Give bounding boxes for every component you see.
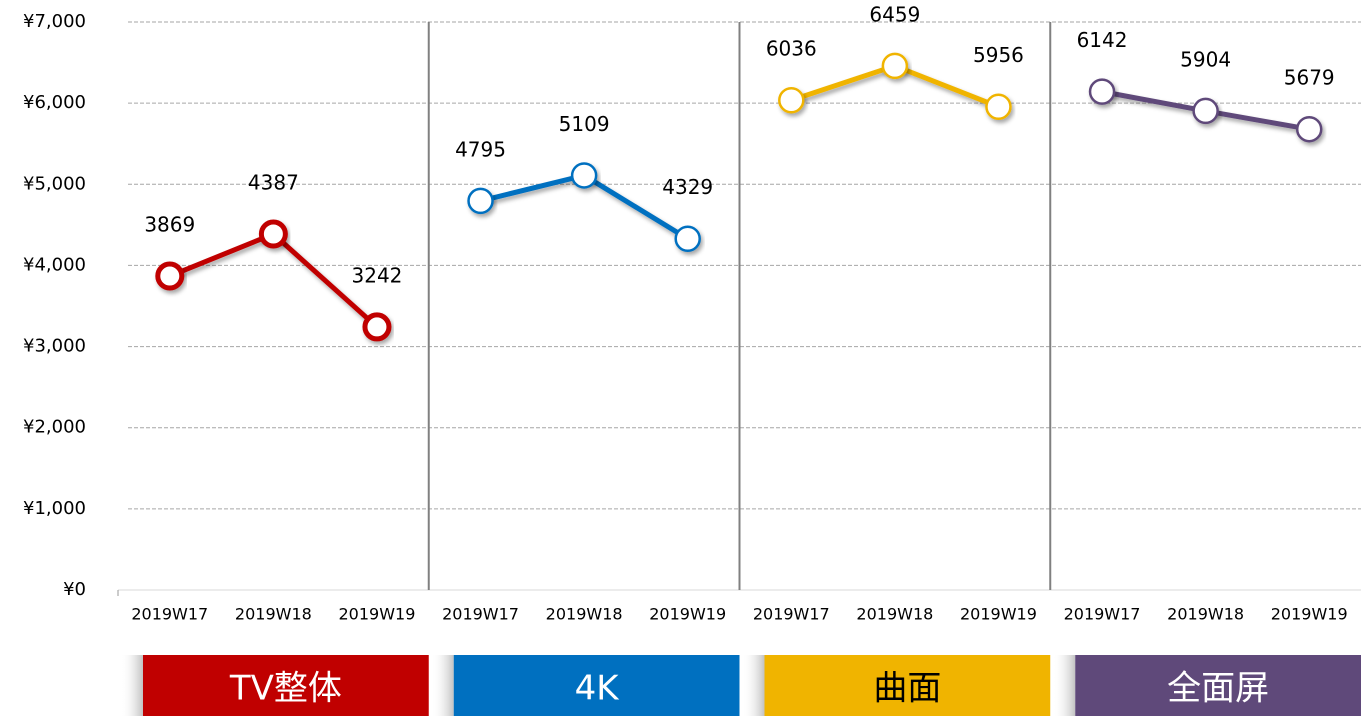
x-tick-label: 2019W17 [1064, 605, 1141, 624]
point-marker [467, 187, 494, 215]
data-label: 6036 [766, 37, 817, 61]
data-label: 6142 [1077, 28, 1128, 52]
legend-box [764, 655, 1051, 716]
point-marker [258, 219, 288, 249]
x-tick-label: 2019W19 [1271, 605, 1348, 624]
x-tick-label: 2019W17 [442, 605, 519, 624]
x-tick-label: 2019W17 [131, 605, 208, 624]
y-tick-label: ¥3,000 [23, 336, 86, 357]
data-label: 5956 [973, 43, 1024, 67]
x-tick-label: 2019W18 [856, 605, 933, 624]
legend-shadow [742, 655, 765, 716]
data-label: 4329 [662, 175, 713, 199]
legend-box [453, 655, 740, 716]
legend-box [143, 655, 429, 716]
legend-shadow [431, 655, 454, 716]
legend-box [1075, 655, 1361, 716]
legend-label: TV整体 [229, 669, 342, 709]
y-tick-label: ¥1,000 [23, 498, 86, 519]
legend-shadow [121, 655, 143, 716]
point-marker [1088, 78, 1116, 105]
x-tick-label: 2019W18 [546, 605, 623, 624]
legend-shadow [1053, 655, 1076, 716]
y-tick-label: ¥7,000 [23, 11, 86, 32]
legend-label: 全面屏 [1167, 669, 1269, 709]
y-tick-label: ¥6,000 [23, 92, 86, 113]
x-tick-label: 2019W18 [1167, 605, 1244, 624]
data-label: 5679 [1284, 66, 1335, 90]
data-label: 3242 [352, 263, 403, 287]
point-marker [155, 261, 185, 291]
y-tick-label: ¥2,000 [23, 417, 86, 438]
point-marker [778, 86, 805, 114]
x-tick-label: 2019W19 [960, 605, 1037, 624]
point-marker [1192, 97, 1219, 125]
data-label: 5904 [1180, 47, 1231, 71]
data-label: 4387 [248, 171, 299, 195]
data-label: 5109 [559, 112, 610, 136]
point-marker [985, 93, 1012, 120]
point-marker [362, 312, 392, 342]
x-tick-label: 2019W19 [649, 605, 726, 624]
point-marker [881, 52, 909, 80]
y-tick-label: ¥4,000 [23, 254, 86, 275]
legend-label: 曲面 [873, 669, 941, 709]
data-label: 4795 [455, 137, 506, 161]
y-tick-label: ¥0 [63, 579, 86, 600]
legend-label: 4K [575, 669, 621, 709]
point-marker [1295, 115, 1323, 143]
x-tick-label: 2019W17 [753, 605, 830, 624]
data-label: 6459 [869, 2, 920, 26]
point-marker [570, 162, 598, 189]
point-marker [674, 225, 701, 252]
x-tick-label: 2019W18 [235, 605, 312, 624]
x-tick-label: 2019W19 [339, 605, 416, 624]
y-tick-label: ¥5,000 [23, 173, 86, 194]
data-label: 3869 [144, 213, 195, 237]
